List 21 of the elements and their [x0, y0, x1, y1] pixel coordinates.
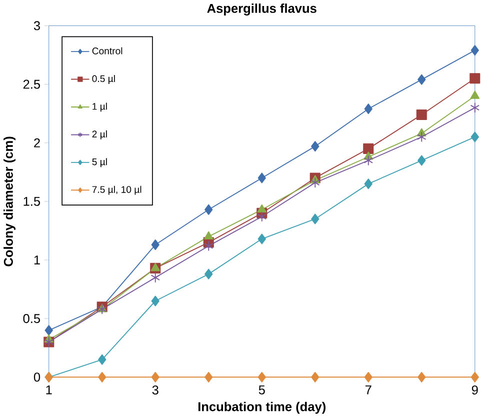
y-tick-label: 0.5	[23, 314, 40, 323]
y-tick-label: 1	[34, 255, 40, 264]
legend-label: 7.5 µl, 10 µl	[92, 186, 142, 195]
y-tick-label: 1.5	[24, 196, 40, 206]
legend-label: 1 µl	[92, 102, 107, 112]
y-tick-label: 2	[34, 138, 40, 148]
y-tick-label: 2.5	[23, 80, 40, 89]
x-tick-label: 9	[472, 385, 478, 394]
x-tick-label: 7	[365, 385, 372, 394]
legend-label: 2 µl	[92, 130, 107, 140]
x-tick-label: 3	[152, 385, 158, 394]
y-axis-title: Colony diameter (cm)	[4, 136, 16, 266]
legend-label: 0.5 µl	[92, 74, 115, 84]
x-tick-label: 5	[258, 385, 265, 394]
legend-label: Control	[92, 47, 122, 54]
chart-title: Aspergillus flavus	[207, 3, 316, 16]
x-axis-title: Incubation time (day)	[198, 402, 326, 414]
y-tick-label: 0	[34, 372, 40, 382]
x-tick-label: 1	[46, 385, 52, 394]
y-tick-label: 3	[34, 21, 40, 30]
legend-label: 5 µl	[92, 158, 107, 167]
